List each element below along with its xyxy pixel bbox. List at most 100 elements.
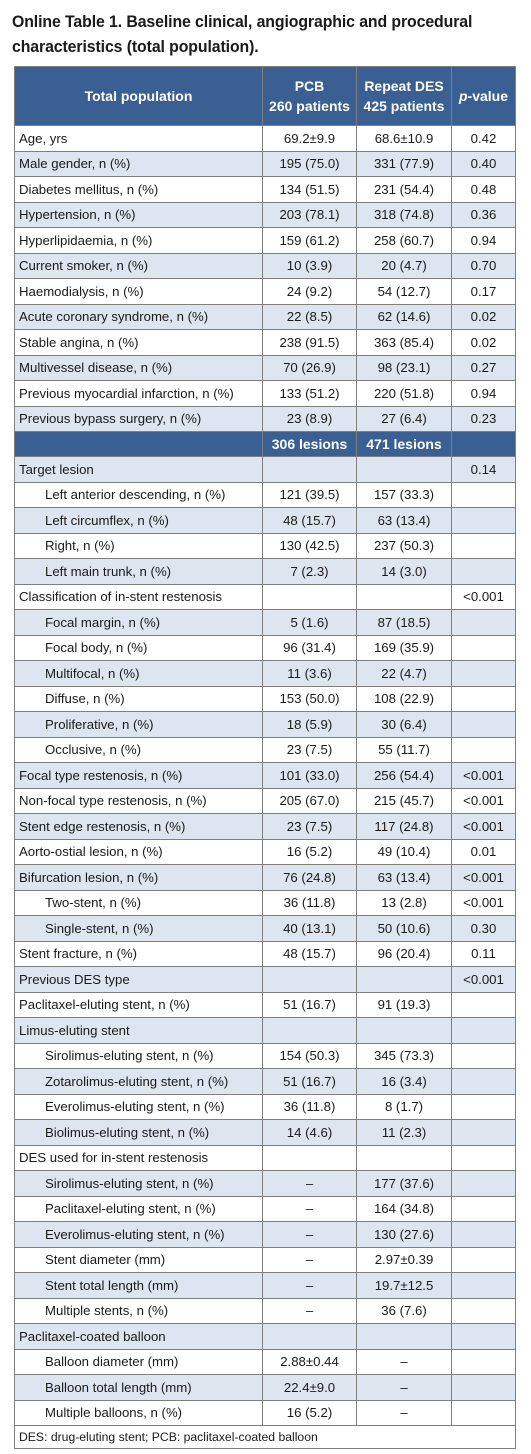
pcb-value <box>262 1323 357 1350</box>
header-des-patients: 425 patients <box>363 98 445 114</box>
baseline-characteristics-table: Total population PCB 260 patients Repeat… <box>14 66 516 1449</box>
row-label: Sirolimus-eluting stent, n (%) <box>14 1042 263 1069</box>
p-value <box>451 1272 516 1299</box>
pcb-value: 2.88±0.44 <box>262 1348 357 1375</box>
repeat-des-value: 62 (14.6) <box>356 303 452 330</box>
header-des-name: Repeat DES <box>364 78 444 94</box>
row-label: Hyperlipidaemia, n (%) <box>14 227 263 254</box>
header-p-suffix: -value <box>467 88 509 104</box>
row-label: Sirolimus-eluting stent, n (%) <box>14 1170 263 1197</box>
repeat-des-value: 215 (45.7) <box>356 787 452 814</box>
p-value <box>451 558 516 585</box>
repeat-des-value: 50 (10.6) <box>356 915 452 942</box>
table-row: Two-stent, n (%) 36 (11.8) 13 (2.8) <0.001 <box>14 889 516 916</box>
p-value: 0.48 <box>451 176 516 203</box>
repeat-des-value: 130 (27.6) <box>356 1221 452 1248</box>
table-row: Acute coronary syndrome, n (%) 22 (8.5) 62… <box>14 303 516 330</box>
row-label: Current smoker, n (%) <box>14 252 263 279</box>
p-value: 0.23 <box>451 405 516 432</box>
table-row: Focal body, n (%) 96 (31.4) 169 (35.9) <box>14 634 516 661</box>
row-label: Non-focal type restenosis, n (%) <box>14 787 263 814</box>
table-row: Paclitaxel-eluting stent, n (%) –164 (34.… <box>14 1195 516 1222</box>
row-label: Stent edge restenosis, n (%) <box>14 813 263 840</box>
p-value <box>451 1246 516 1273</box>
pcb-value: 130 (42.5) <box>262 532 357 559</box>
p-value: 0.40 <box>451 150 516 177</box>
pcb-value: 23 (8.9) <box>262 405 357 432</box>
p-value <box>451 736 516 763</box>
pcb-value: 76 (24.8) <box>262 864 357 891</box>
row-label: Previous bypass surgery, n (%) <box>14 405 263 432</box>
p-value <box>451 1119 516 1146</box>
header-pcb-patients: 260 patients <box>269 98 350 114</box>
row-label: Multifocal, n (%) <box>14 660 263 687</box>
table-row: Previous DES type <0.001 <box>14 966 516 993</box>
repeat-des-value <box>356 1017 452 1044</box>
pcb-value: 22.4±9.0 <box>262 1374 357 1401</box>
table-row: Paclitaxel-eluting stent, n (%) 51 (16.7)… <box>14 991 516 1018</box>
pcb-value: 22 (8.5) <box>262 303 357 330</box>
header-pcb-name: PCB <box>294 78 325 94</box>
pcb-value: 36 (11.8) <box>262 889 357 916</box>
table-header-row: Total population PCB 260 patients Repeat… <box>14 66 516 126</box>
table-row: DES used for in-stent restenosis <box>14 1144 516 1171</box>
row-label: Focal body, n (%) <box>14 634 263 661</box>
p-value <box>451 532 516 559</box>
patient-rows: Age, yrs 69.2±9.9 68.6±10.9 0.42 Male gender… <box>14 125 516 432</box>
table-row: Stent total length (mm) –19.7±12.5 <box>14 1272 516 1299</box>
row-label: Stable angina, n (%) <box>14 329 263 356</box>
table-row: Multivessel disease, n (%) 70 (26.9) 98 (2… <box>14 354 516 381</box>
table-row: Right, n (%) 130 (42.5) 237 (50.3) <box>14 532 516 559</box>
p-value: <0.001 <box>451 889 516 916</box>
header-repeat-des: Repeat DES 425 patients <box>356 66 452 126</box>
p-value: <0.001 <box>451 583 516 610</box>
pcb-value: 10 (3.9) <box>262 252 357 279</box>
repeat-des-value: 49 (10.4) <box>356 838 452 865</box>
repeat-des-value: 318 (74.8) <box>356 201 452 228</box>
row-label: Proliferative, n (%) <box>14 711 263 738</box>
p-value: 0.02 <box>451 329 516 356</box>
p-value <box>451 1144 516 1171</box>
row-label: Left main trunk, n (%) <box>14 558 263 585</box>
p-value: <0.001 <box>451 762 516 789</box>
pcb-value: – <box>262 1221 357 1248</box>
row-label: Left anterior descending, n (%) <box>14 481 263 508</box>
p-value: <0.001 <box>451 966 516 993</box>
repeat-des-value: 55 (11.7) <box>356 736 452 763</box>
repeat-des-value: – <box>356 1374 452 1401</box>
p-value <box>451 1297 516 1324</box>
pcb-value: – <box>262 1195 357 1222</box>
row-label: Acute coronary syndrome, n (%) <box>14 303 263 330</box>
repeat-des-value: 117 (24.8) <box>356 813 452 840</box>
pcb-value: 11 (3.6) <box>262 660 357 687</box>
pcb-value: 133 (51.2) <box>262 380 357 407</box>
pcb-value: 14 (4.6) <box>262 1119 357 1146</box>
repeat-des-value: 54 (12.7) <box>356 278 452 305</box>
pcb-value: – <box>262 1297 357 1324</box>
pcb-value: 153 (50.0) <box>262 685 357 712</box>
row-label: Balloon diameter (mm) <box>14 1348 263 1375</box>
p-value <box>451 1221 516 1248</box>
repeat-des-value: 63 (13.4) <box>356 507 452 534</box>
p-value: 0.94 <box>451 227 516 254</box>
pcb-value <box>262 966 357 993</box>
table-row: Stable angina, n (%) 238 (91.5) 363 (85.4)… <box>14 329 516 356</box>
row-label: Occlusive, n (%) <box>14 736 263 763</box>
table-row: Non-focal type restenosis, n (%) 205 (67.… <box>14 787 516 814</box>
header-pcb: PCB 260 patients <box>262 66 357 126</box>
p-value: <0.001 <box>451 787 516 814</box>
p-value: 0.02 <box>451 303 516 330</box>
p-value <box>451 1017 516 1044</box>
table-row: Biolimus-eluting stent, n (%) 14 (4.6) 11 … <box>14 1119 516 1146</box>
pcb-value <box>262 583 357 610</box>
p-value: <0.001 <box>451 813 516 840</box>
pcb-value <box>262 1017 357 1044</box>
p-value: 0.14 <box>451 456 516 483</box>
repeat-des-value <box>356 583 452 610</box>
row-label: Paclitaxel-eluting stent, n (%) <box>14 1195 263 1222</box>
row-label: Previous DES type <box>14 966 263 993</box>
row-label: Multivessel disease, n (%) <box>14 354 263 381</box>
table-row: Balloon diameter (mm) 2.88±0.44– <box>14 1348 516 1375</box>
row-label: Stent fracture, n (%) <box>14 940 263 967</box>
pcb-value: 51 (16.7) <box>262 1068 357 1095</box>
